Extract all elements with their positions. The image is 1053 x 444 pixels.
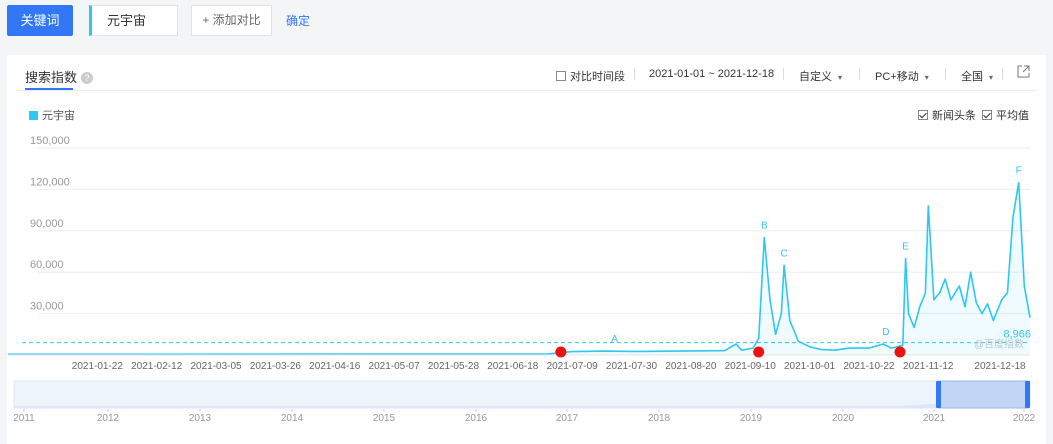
watermark: @百度指数 [974, 338, 1024, 351]
x-tick-label: 2021-10-22 [843, 361, 895, 372]
y-tick-label: 60,000 [30, 259, 64, 271]
x-tick-label: 2021-09-10 [725, 361, 777, 372]
divider [783, 68, 784, 80]
custom-dropdown[interactable]: 自定义 ▾ [799, 71, 843, 83]
divider [1002, 68, 1003, 80]
add-compare-button[interactable]: + 添加对比 [191, 5, 272, 36]
overview-year-label: 2014 [281, 413, 304, 424]
average-toggle[interactable]: 平均值 [982, 107, 1029, 123]
keyword-button[interactable]: 关键词 [7, 5, 73, 36]
overview-year-label: 2011 [13, 413, 35, 424]
series-line [8, 181, 1031, 356]
region-dropdown[interactable]: 全国 ▾ [961, 71, 994, 83]
annotation-label: B [761, 221, 768, 232]
annotation-label: E [902, 241, 909, 252]
overview-year-label: 2018 [648, 413, 671, 424]
checkbox-icon [556, 71, 566, 81]
overview-year-label: 2022 [1013, 413, 1036, 424]
x-tick-label: 2021-01-22 [72, 361, 124, 372]
panel-title: 搜索指数? [25, 67, 94, 86]
overview-year-label: 2016 [465, 413, 488, 424]
date-range-picker[interactable]: 2021-01-01 ~ 2021-12-18 [649, 68, 775, 80]
confirm-button[interactable]: 确定 [286, 14, 311, 28]
overview-track [13, 380, 1031, 409]
event-marker [894, 346, 906, 358]
checkbox-checked-icon [918, 110, 928, 120]
caret-down-icon: ▾ [989, 73, 994, 82]
x-tick-label: 2021-11-12 [903, 361, 954, 372]
overview-year-label: 2019 [740, 413, 763, 424]
x-tick-label: 2021-07-09 [547, 361, 599, 372]
x-tick-label: 2021-04-16 [309, 361, 361, 372]
event-marker [555, 346, 567, 358]
caret-down-icon: ▾ [924, 73, 929, 82]
overview-area [14, 395, 1030, 408]
annotation-label: D [882, 327, 889, 338]
title-underline [25, 88, 73, 90]
caret-down-icon: ▾ [838, 73, 843, 82]
overview-selection [937, 380, 1029, 409]
y-tick-label: 150,000 [30, 135, 70, 147]
x-tick-label: 2021-03-26 [250, 361, 302, 372]
compare-period-toggle[interactable]: 对比时间段 [556, 68, 625, 84]
divider [945, 68, 946, 80]
y-tick-label: 30,000 [30, 301, 64, 313]
overview-year-label: 2012 [97, 413, 120, 424]
overview-year-label: 2015 [373, 413, 396, 424]
device-dropdown[interactable]: PC+移动 ▾ [875, 71, 929, 83]
x-tick-label: 2021-07-30 [606, 361, 658, 372]
toolbar: 关键词 元宇宙 + 添加对比 确定 [0, 0, 1053, 48]
overview-year-label: 2017 [556, 413, 579, 424]
overview-year-label: 2021 [923, 413, 946, 424]
search-index-panel: 搜索指数? 对比时间段 2021-01-01 ~ 2021-12-18 自定义 ▾… [7, 55, 1046, 444]
keyword-input[interactable]: 元宇宙 [89, 5, 178, 36]
y-tick-label: 120,000 [30, 176, 70, 188]
y-tick-label: 90,000 [30, 218, 64, 230]
divider [17, 90, 1037, 91]
x-tick-label: 2021-06-18 [487, 361, 539, 372]
overview-handle-right [1025, 381, 1030, 408]
x-tick-label: 2021-12-18 [974, 361, 1026, 372]
divider [859, 68, 860, 80]
annotation-label: A [611, 334, 618, 345]
event-marker [753, 346, 765, 358]
news-headline-toggle[interactable]: 新闻头条 [918, 107, 976, 123]
overview-handle-left [936, 381, 941, 408]
x-tick-label: 2021-05-07 [369, 361, 421, 372]
annotation-label: F [1016, 166, 1022, 177]
divider [634, 68, 635, 80]
chart-legend: 元宇宙 [29, 107, 75, 123]
annotation-label: C [781, 248, 788, 259]
help-icon[interactable]: ? [81, 72, 94, 84]
overview-year-label: 2020 [832, 413, 855, 424]
average-value-label: 8,966 [1003, 329, 1031, 341]
x-tick-label: 2021-10-01 [784, 361, 836, 372]
export-icon[interactable] [1017, 65, 1030, 81]
x-tick-label: 2021-08-20 [665, 361, 717, 372]
x-tick-label: 2021-03-05 [190, 361, 242, 372]
overview-year-label: 2013 [189, 413, 212, 424]
x-tick-label: 2021-05-28 [428, 361, 480, 372]
checkbox-checked-icon [982, 110, 992, 120]
series-area [38, 182, 1030, 355]
series-swatch [29, 111, 38, 120]
x-tick-label: 2021-02-12 [131, 361, 183, 372]
